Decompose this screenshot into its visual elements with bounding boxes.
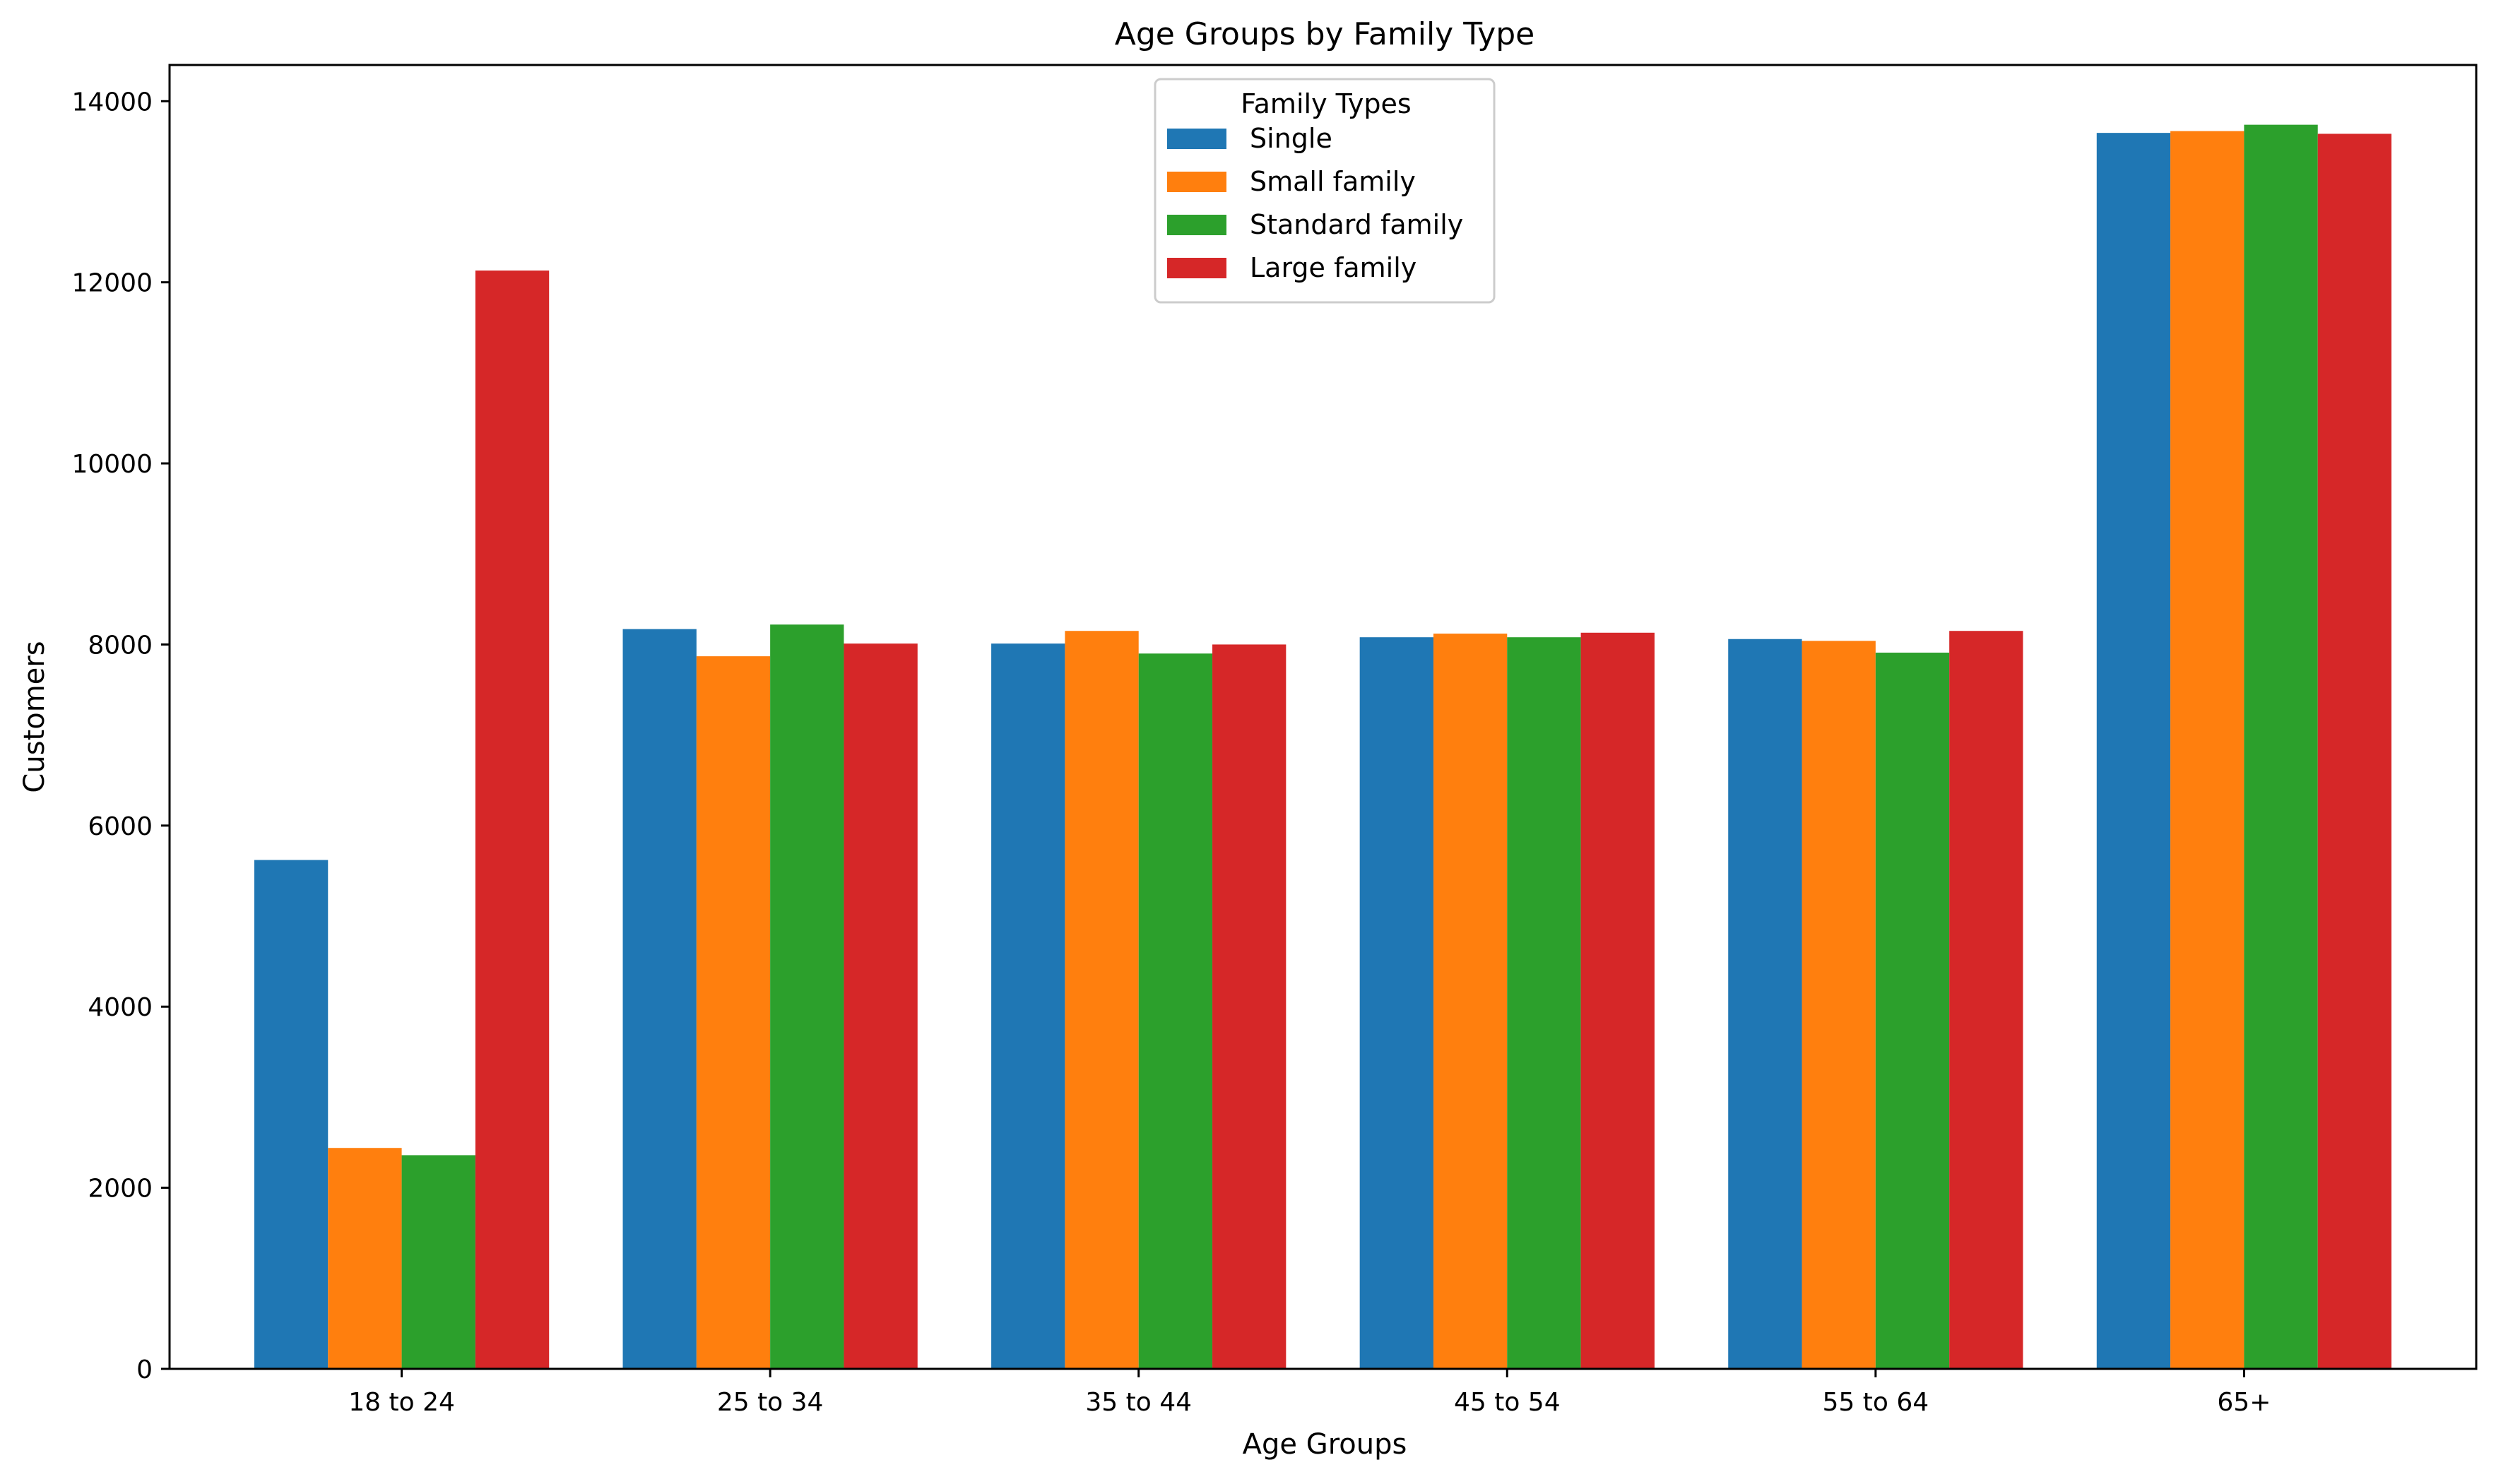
y-tick-label: 0 bbox=[136, 1355, 153, 1384]
legend-label: Single bbox=[1250, 123, 1332, 154]
legend-swatch bbox=[1167, 129, 1226, 149]
legend-label: Small family bbox=[1250, 166, 1416, 197]
bar-large-family-5 bbox=[2317, 133, 2392, 1370]
bar-large-family-1 bbox=[844, 643, 918, 1370]
y-axis-label: Customers bbox=[18, 641, 51, 793]
bars-layer bbox=[254, 124, 2392, 1370]
bar-large-family-2 bbox=[1212, 644, 1287, 1370]
legend-label: Large family bbox=[1250, 252, 1416, 283]
y-tick-label: 2000 bbox=[88, 1175, 153, 1204]
bar-small-family-2 bbox=[1065, 631, 1139, 1369]
bar-standard-family-3 bbox=[1507, 637, 1581, 1370]
x-tick-label: 55 to 64 bbox=[1823, 1388, 1929, 1417]
x-tick-label: 18 to 24 bbox=[348, 1388, 455, 1417]
chart-title: Age Groups by Family Type bbox=[1115, 16, 1535, 52]
x-axis-ticks: 18 to 24 25 to 34 35 to 44 45 to 54 55 to 64… bbox=[348, 1369, 2271, 1417]
bar-large-family-3 bbox=[1580, 632, 1655, 1369]
y-tick-label: 10000 bbox=[71, 450, 153, 479]
x-tick-label: 35 to 44 bbox=[1085, 1388, 1192, 1417]
legend-title: Family Types bbox=[1241, 88, 1411, 119]
bar-small-family-3 bbox=[1433, 634, 1508, 1369]
bar-standard-family-2 bbox=[1138, 653, 1213, 1369]
x-tick-label: 25 to 34 bbox=[717, 1388, 824, 1417]
bar-small-family-1 bbox=[696, 656, 771, 1369]
bar-single-0 bbox=[254, 860, 329, 1369]
y-tick-label: 4000 bbox=[88, 993, 153, 1022]
legend-frame bbox=[1154, 78, 1496, 304]
bar-small-family-5 bbox=[2170, 131, 2244, 1370]
y-tick-label: 8000 bbox=[88, 631, 153, 660]
x-tick-label: 45 to 54 bbox=[1454, 1388, 1561, 1417]
y-axis-ticks: 0 2000 4000 6000 8000 10000 12000 14000 bbox=[71, 88, 170, 1384]
bar-single-1 bbox=[622, 629, 697, 1369]
bar-large-family-4 bbox=[1949, 631, 2023, 1369]
y-tick-label: 6000 bbox=[88, 812, 153, 841]
legend-swatch bbox=[1167, 258, 1226, 278]
legend-swatch bbox=[1167, 215, 1226, 235]
bar-small-family-4 bbox=[1802, 641, 1876, 1369]
legend-entries: Single Small family Standard family Large f… bbox=[1167, 123, 1463, 283]
bar-single-5 bbox=[2096, 133, 2171, 1369]
bar-large-family-0 bbox=[475, 271, 550, 1369]
legend-swatch bbox=[1167, 172, 1226, 192]
legend-label: Standard family bbox=[1250, 209, 1463, 240]
bar-single-4 bbox=[1728, 639, 1802, 1369]
x-axis-label: Age Groups bbox=[1243, 1428, 1407, 1461]
legend: Family Types Single Small family Standard … bbox=[1154, 78, 1496, 304]
bar-standard-family-1 bbox=[770, 624, 844, 1369]
bar-single-3 bbox=[1359, 637, 1433, 1370]
plot-frame bbox=[168, 64, 2478, 1370]
bar-small-family-0 bbox=[328, 1148, 402, 1369]
x-tick-label: 65+ bbox=[2217, 1388, 2271, 1417]
y-tick-label: 14000 bbox=[71, 88, 153, 117]
bar-single-2 bbox=[991, 643, 1065, 1370]
y-tick-label: 12000 bbox=[71, 269, 153, 298]
bar-standard-family-4 bbox=[1875, 652, 1950, 1369]
bar-standard-family-5 bbox=[2244, 124, 2318, 1370]
bar-standard-family-0 bbox=[401, 1155, 475, 1369]
